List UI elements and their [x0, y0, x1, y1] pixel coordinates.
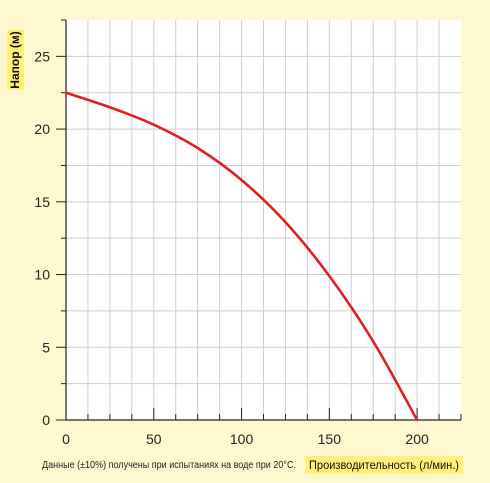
- series-layer: [64, 91, 419, 422]
- y-tick-label: 20: [34, 121, 50, 137]
- y-tick-label: 25: [34, 48, 50, 64]
- y-axis-title: Напор (м): [7, 30, 24, 90]
- x-tick-label: 0: [62, 431, 70, 447]
- y-tick-label: 10: [34, 267, 50, 283]
- x-axis-title-highlight: [305, 456, 463, 474]
- series-line-0: [64, 91, 419, 422]
- tick-labels: 0 50 100 150 200 0 5 10 15 20 25: [34, 48, 429, 447]
- y-tick-label: 15: [34, 194, 50, 210]
- x-axis-title: Производительность (л/мин.): [309, 458, 459, 472]
- x-tick-label: 50: [146, 431, 162, 447]
- x-tick-label: 200: [405, 431, 429, 447]
- x-tick-label: 150: [318, 431, 342, 447]
- axes: [56, 19, 462, 421]
- x-tick-label: 100: [230, 431, 254, 447]
- y-tick-label: 0: [42, 412, 50, 428]
- y-axis-title-highlight: [7, 30, 24, 90]
- y-tick-label: 5: [42, 339, 50, 355]
- test-note: Данные (±10%) получены при испытаниях на…: [42, 460, 296, 471]
- y-axis-title-text: Напор (м): [8, 31, 22, 88]
- grid-lines: [66, 20, 461, 420]
